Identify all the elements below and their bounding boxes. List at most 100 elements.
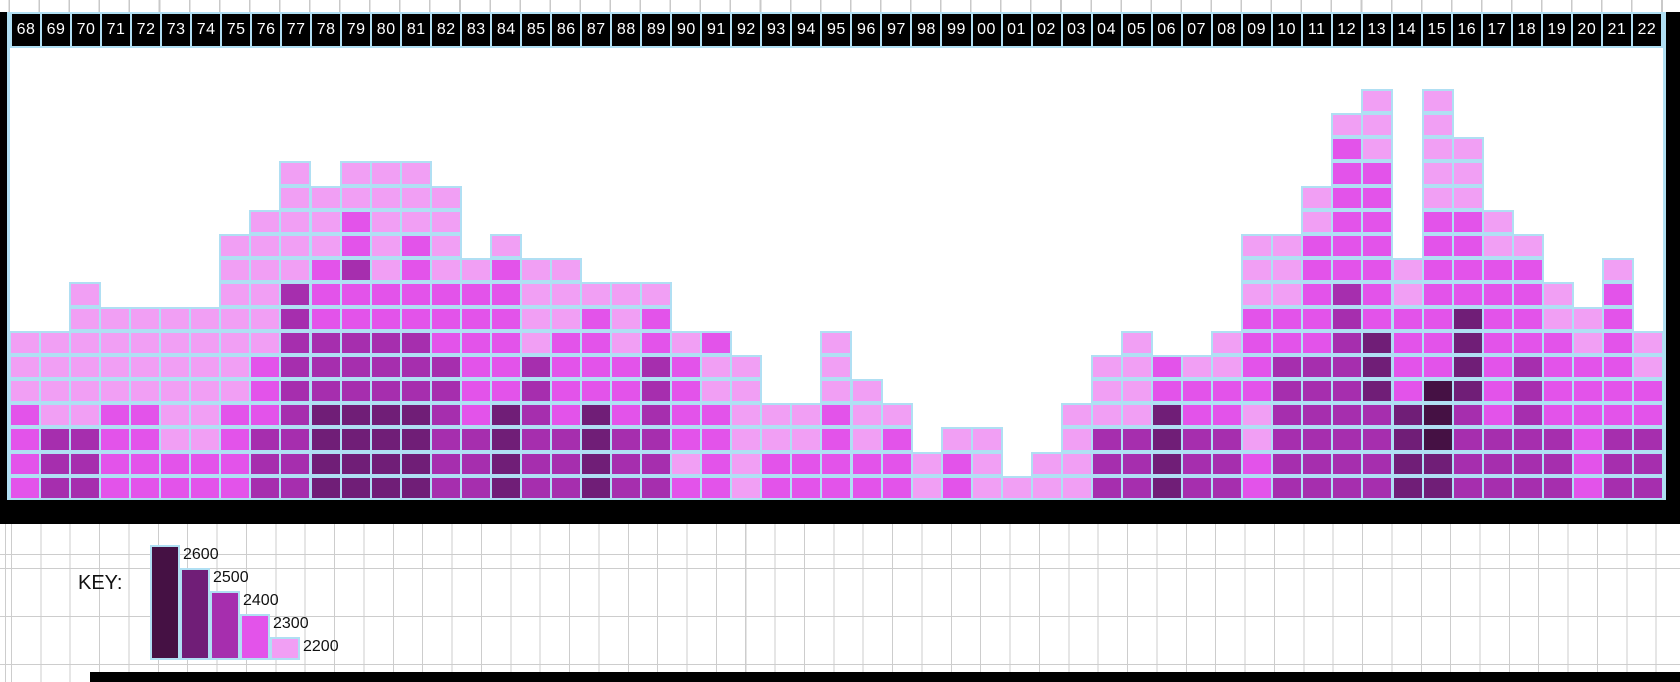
chart-cell-2300 bbox=[99, 403, 132, 428]
chart-cell-2200 bbox=[1571, 306, 1604, 331]
chart-cell-2400 bbox=[399, 379, 432, 404]
year-axis-header: 68 69 70 71 72 73 74 75 76 77 78 79 80 81 82 83 84 85 86 87… bbox=[10, 12, 1663, 48]
chart-cell-2200 bbox=[730, 427, 763, 452]
year-header-cell: 80 bbox=[370, 12, 403, 48]
spreadsheet-top-grid-strip bbox=[0, 0, 1680, 12]
chart-cell-2300 bbox=[670, 354, 703, 380]
chart-cell-2300 bbox=[610, 379, 643, 404]
chart-cell-2300 bbox=[1451, 258, 1484, 283]
chart-cell-2300 bbox=[790, 451, 823, 476]
chart-cell-2200 bbox=[549, 306, 582, 331]
chart-cell-2300 bbox=[1421, 354, 1454, 380]
chart-cell-2300 bbox=[129, 451, 162, 476]
chart-cell-2200 bbox=[249, 209, 282, 234]
year-header-cell: 68 bbox=[10, 12, 43, 48]
chart-cell-2300 bbox=[580, 354, 613, 380]
chart-cell-2400 bbox=[1631, 451, 1663, 476]
chart-cell-2200 bbox=[1271, 282, 1304, 307]
chart-cell-2400 bbox=[279, 451, 312, 476]
key-bar-label-2600: 2600 bbox=[183, 546, 219, 563]
chart-cell-2200 bbox=[129, 330, 162, 355]
chart-cell-2200 bbox=[159, 306, 192, 331]
chart-cell-2400 bbox=[1511, 354, 1544, 380]
chart-cell-2300 bbox=[1361, 209, 1394, 234]
chart-cell-2400 bbox=[640, 403, 673, 428]
chart-cell-2200 bbox=[730, 354, 763, 380]
chart-cell-2400 bbox=[1090, 475, 1123, 500]
year-header-cell: 78 bbox=[310, 12, 343, 48]
chart-cell-2200 bbox=[339, 185, 372, 210]
chart-cell-2400 bbox=[429, 475, 462, 500]
chart-cell-2300 bbox=[309, 306, 342, 331]
chart-cell-2300 bbox=[820, 451, 853, 476]
chart-cell-2200 bbox=[700, 379, 733, 404]
chart-cell-2500 bbox=[399, 451, 432, 476]
chart-cell-2300 bbox=[369, 306, 402, 331]
chart-cell-2500 bbox=[489, 427, 522, 452]
chart-cell-2500 bbox=[1151, 427, 1184, 452]
chart-column-69 bbox=[39, 330, 72, 500]
chart-cell-2200 bbox=[279, 185, 312, 210]
chart-cell-2400 bbox=[399, 354, 432, 380]
chart-cell-2400 bbox=[1631, 427, 1663, 452]
chart-cell-2500 bbox=[1391, 403, 1424, 428]
chart-cell-2500 bbox=[580, 427, 613, 452]
chart-cell-2200 bbox=[1030, 475, 1063, 500]
year-header-cell: 92 bbox=[730, 12, 763, 48]
chart-cell-2200 bbox=[279, 209, 312, 234]
chart-cell-2300 bbox=[549, 379, 582, 404]
chart-cell-2400 bbox=[1331, 379, 1364, 404]
chart-column-91 bbox=[700, 330, 733, 500]
chart-cell-2200 bbox=[1631, 330, 1663, 355]
chart-cell-2200 bbox=[760, 427, 793, 452]
chart-cell-2400 bbox=[1301, 403, 1334, 428]
chart-column-76 bbox=[249, 209, 282, 500]
chart-cell-2200 bbox=[910, 475, 943, 500]
chart-cell-2200 bbox=[970, 451, 1003, 476]
chart-cell-2500 bbox=[369, 403, 402, 428]
chart-cell-2300 bbox=[670, 427, 703, 452]
chart-cell-2300 bbox=[459, 330, 492, 355]
chart-cell-2300 bbox=[1211, 379, 1244, 404]
chart-cell-2200 bbox=[249, 330, 282, 355]
chart-column-74 bbox=[189, 306, 222, 500]
chart-cell-2500 bbox=[1391, 451, 1424, 476]
chart-cell-2300 bbox=[249, 403, 282, 428]
chart-cell-2500 bbox=[1451, 330, 1484, 355]
chart-cell-2300 bbox=[1631, 403, 1663, 428]
chart-cell-2200 bbox=[189, 427, 222, 452]
chart-cell-2400 bbox=[369, 354, 402, 380]
chart-cell-2400 bbox=[519, 354, 552, 380]
chart-cell-2400 bbox=[1331, 330, 1364, 355]
chart-cell-2300 bbox=[940, 451, 973, 476]
chart-cell-2400 bbox=[249, 451, 282, 476]
chart-cell-2300 bbox=[1541, 354, 1574, 380]
chart-cell-2300 bbox=[1481, 379, 1514, 404]
chart-cell-2300 bbox=[339, 209, 372, 234]
chart-cell-2300 bbox=[459, 379, 492, 404]
chart-cell-2400 bbox=[1331, 306, 1364, 331]
chart-cell-2300 bbox=[1571, 379, 1604, 404]
chart-cell-2200 bbox=[1060, 427, 1093, 452]
chart-cell-2400 bbox=[640, 475, 673, 500]
chart-column-01 bbox=[1000, 475, 1033, 500]
chart-cell-2400 bbox=[1090, 427, 1123, 452]
chart-cell-2300 bbox=[1331, 209, 1364, 234]
chart-cell-2300 bbox=[339, 233, 372, 259]
chart-cell-2300 bbox=[1481, 258, 1514, 283]
chart-cell-2600 bbox=[1421, 379, 1454, 404]
chart-cell-2200 bbox=[369, 161, 402, 186]
year-header-cell: 05 bbox=[1120, 12, 1153, 48]
chart-cell-2200 bbox=[1301, 185, 1334, 210]
chart-cell-2200 bbox=[940, 427, 973, 452]
chart-cell-2400 bbox=[279, 282, 312, 307]
chart-cell-2200 bbox=[1121, 354, 1154, 380]
chart-cell-2400 bbox=[1631, 475, 1663, 500]
chart-cell-2200 bbox=[189, 354, 222, 380]
chart-cell-2300 bbox=[1271, 306, 1304, 331]
chart-cell-2300 bbox=[489, 330, 522, 355]
chart-cell-2300 bbox=[1571, 354, 1604, 380]
chart-column-68 bbox=[10, 330, 41, 500]
chart-column-77 bbox=[279, 161, 312, 500]
